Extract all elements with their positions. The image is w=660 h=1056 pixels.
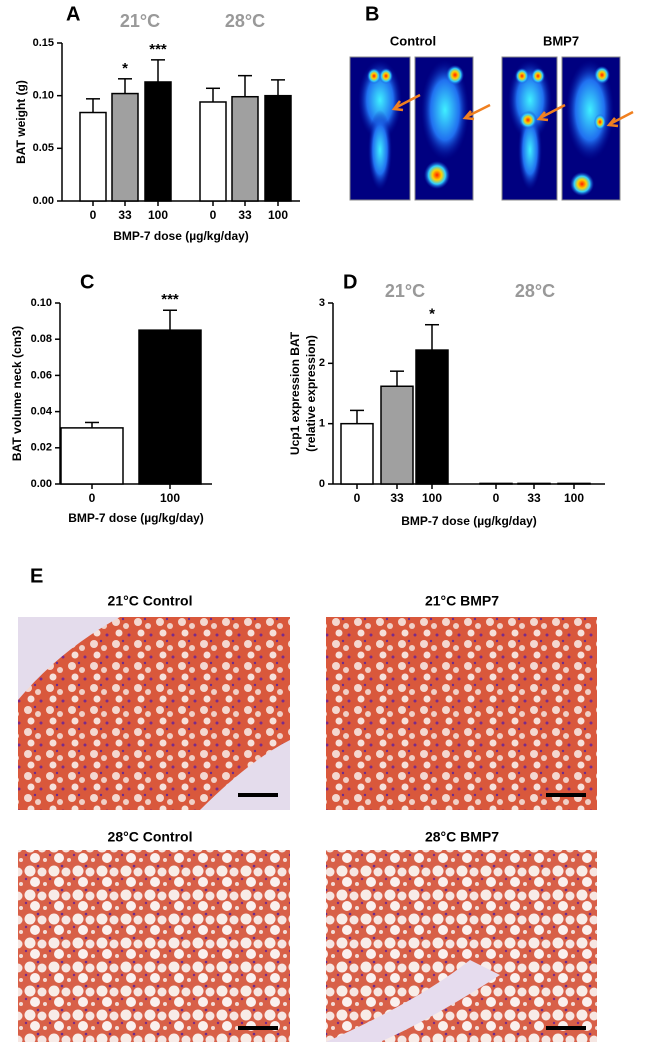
error-bar: [350, 409, 364, 424]
pet-image: [349, 56, 411, 201]
x-tick-label: 0: [89, 491, 96, 505]
bar: [415, 349, 449, 485]
error-bar: [85, 421, 99, 428]
image-label: BMP7: [543, 33, 579, 48]
significance: *: [429, 306, 435, 323]
bar: [111, 92, 139, 202]
x-tick-label: 0: [354, 491, 361, 505]
group-label: 28°C: [515, 281, 555, 301]
pet-image: [561, 56, 621, 201]
bar: [380, 385, 414, 485]
y-axis-label: (relative expression): [304, 335, 318, 452]
bar: [264, 94, 292, 202]
y-axis-label: BAT volume neck (cm3): [10, 326, 24, 461]
bar: [340, 422, 374, 485]
y-tick-label: 3: [319, 297, 325, 309]
bar: [79, 111, 107, 202]
error-bar: [206, 87, 220, 102]
x-tick-label: 0: [90, 208, 97, 222]
x-tick-label: 0: [210, 208, 217, 222]
y-tick-label: 0: [319, 478, 325, 490]
y-tick-label: 0.00: [31, 478, 52, 490]
y-tick-label: 1: [319, 418, 325, 430]
pet-image: [501, 56, 558, 201]
image-title: 21°C Control: [108, 593, 193, 609]
bar: [144, 81, 172, 202]
y-tick-label: 0.08: [31, 333, 52, 345]
group-label: 28°C: [225, 11, 265, 31]
panel-letter: C: [80, 271, 94, 293]
y-tick-label: 0.04: [31, 406, 53, 418]
significance: ***: [161, 291, 179, 308]
x-axis-label: BMP-7 dose (µg/kg/day): [113, 229, 249, 243]
panel-letter: E: [30, 565, 43, 587]
error-bar: [425, 323, 439, 351]
group-label: 21°C: [120, 11, 160, 31]
x-tick-label: 33: [527, 491, 541, 505]
y-tick-label: 0.10: [31, 297, 52, 309]
bar: [199, 101, 227, 202]
y-axis-label: Ucp1 expression BAT: [288, 331, 302, 455]
x-tick-label: 100: [160, 491, 180, 505]
bar: [479, 482, 513, 485]
x-tick-label: 0: [493, 491, 500, 505]
y-axis-label: BAT weight (g): [14, 80, 28, 164]
scale-bars: [238, 793, 586, 1030]
pet-image: [414, 56, 474, 201]
histology-image: [18, 850, 290, 1042]
y-tick-label: 0.02: [31, 442, 52, 454]
background: [18, 617, 120, 700]
x-tick-label: 100: [148, 208, 168, 222]
histology-image: [326, 850, 597, 1042]
x-tick-label: 33: [238, 208, 252, 222]
image-title: 28°C Control: [108, 829, 193, 845]
error-bar: [271, 79, 285, 96]
image-title: 28°C BMP7: [425, 829, 499, 845]
x-axis-label: BMP-7 dose (µg/kg/day): [68, 511, 204, 525]
arrows: [391, 93, 634, 128]
image-title: 21°C BMP7: [425, 593, 499, 609]
bar: [231, 95, 259, 202]
bar: [60, 427, 124, 485]
panel-letter: B: [365, 3, 379, 25]
y-tick-label: 0.06: [31, 369, 52, 381]
pet-images: [349, 56, 634, 201]
image-label: Control: [390, 33, 436, 48]
background: [326, 960, 500, 1042]
x-tick-label: 100: [268, 208, 288, 222]
panel-letter: D: [343, 271, 357, 293]
significance: *: [122, 60, 128, 77]
error-bar: [86, 98, 100, 113]
y-tick-label: 0.10: [33, 90, 54, 102]
x-tick-label: 100: [422, 491, 442, 505]
significance: ***: [149, 41, 167, 58]
histology-image: [326, 617, 597, 810]
group-label: 21°C: [385, 281, 425, 301]
error-bar: [163, 309, 177, 331]
histology-images: [18, 617, 597, 1042]
error-bar: [151, 59, 165, 82]
bar: [557, 482, 591, 485]
panel-letter: A: [66, 3, 80, 25]
error-bar: [118, 78, 132, 94]
x-tick-label: 33: [390, 491, 404, 505]
y-tick-label: 0.00: [33, 195, 54, 207]
error-bar: [238, 74, 252, 97]
bar: [138, 329, 202, 485]
y-tick-label: 0.15: [33, 37, 54, 49]
bar: [517, 482, 551, 485]
x-tick-label: 33: [118, 208, 132, 222]
x-tick-label: 100: [564, 491, 584, 505]
y-tick-label: 0.05: [33, 142, 54, 154]
background: [200, 740, 290, 810]
x-axis-label: BMP-7 dose (µg/kg/day): [401, 514, 537, 528]
error-bar: [390, 370, 404, 387]
y-tick-label: 2: [319, 357, 325, 369]
